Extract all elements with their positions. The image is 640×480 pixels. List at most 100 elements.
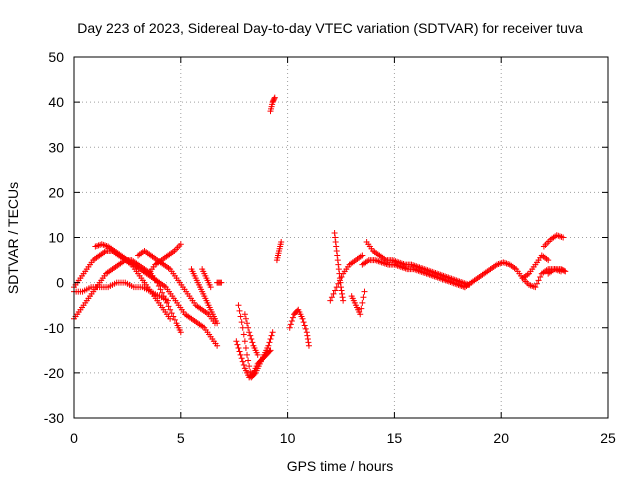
data-point xyxy=(267,336,274,343)
data-point xyxy=(338,287,345,294)
data-point xyxy=(286,324,293,331)
data-point xyxy=(265,342,272,349)
data-point xyxy=(246,363,253,370)
series-track-7 xyxy=(188,266,221,327)
series-track-20 xyxy=(359,257,468,291)
data-point xyxy=(336,277,343,284)
data-point xyxy=(239,324,246,331)
data-point xyxy=(207,284,214,291)
data-point xyxy=(235,302,242,309)
data-point xyxy=(238,319,245,326)
data-point xyxy=(236,307,243,314)
data-points xyxy=(71,94,569,381)
data-point xyxy=(333,284,340,291)
data-point xyxy=(244,320,251,327)
data-point xyxy=(287,321,294,328)
data-point xyxy=(299,315,306,322)
axis-ticks: 0 5 10 15 20 25 -30 -20 -10 0 10 20 30 40 50 xyxy=(44,49,616,446)
data-point xyxy=(214,320,221,327)
data-point xyxy=(304,332,311,339)
x-tick-label: 0 xyxy=(70,430,78,446)
data-point xyxy=(358,305,365,312)
data-point xyxy=(332,287,339,294)
data-point xyxy=(235,345,242,352)
x-tick-label: 5 xyxy=(177,430,185,446)
data-point xyxy=(334,257,341,264)
y-axis-label: SDTVAR / TECUs xyxy=(5,182,21,294)
data-point xyxy=(359,252,366,259)
data-point xyxy=(330,290,337,297)
data-point xyxy=(177,241,184,248)
data-point xyxy=(239,358,246,365)
data-point xyxy=(562,268,569,275)
data-point xyxy=(168,310,175,317)
series-track-11 xyxy=(233,338,274,381)
y-tick-label: 30 xyxy=(48,139,64,155)
series-track-15 xyxy=(286,306,312,349)
data-point xyxy=(305,339,312,346)
data-point xyxy=(234,341,241,348)
series-track-17 xyxy=(327,252,366,304)
y-tick-label: -10 xyxy=(44,320,64,336)
y-tick-label: -30 xyxy=(44,410,64,426)
data-point xyxy=(537,273,544,280)
data-point xyxy=(267,347,274,354)
series-track-24 xyxy=(545,266,569,277)
series-track-12 xyxy=(241,311,261,358)
data-point xyxy=(159,289,166,296)
data-point xyxy=(338,273,345,280)
data-point xyxy=(268,332,275,339)
data-point xyxy=(288,317,295,324)
chart-title: Day 223 of 2023, Sidereal Day-to-day VTE… xyxy=(77,20,583,36)
data-point xyxy=(177,329,184,336)
data-point xyxy=(167,306,174,313)
data-point xyxy=(233,338,240,345)
y-tick-label: 0 xyxy=(56,275,64,291)
data-point xyxy=(561,267,568,274)
y-tick-label: -20 xyxy=(44,365,64,381)
y-tick-label: 40 xyxy=(48,94,64,110)
y-tick-label: 20 xyxy=(48,184,64,200)
data-point xyxy=(305,342,312,349)
data-point xyxy=(245,324,252,331)
data-point xyxy=(237,313,244,320)
data-point xyxy=(300,319,307,326)
data-point xyxy=(334,252,341,259)
data-point xyxy=(237,351,244,358)
data-point xyxy=(269,329,276,336)
data-point xyxy=(244,351,251,358)
series-track-6 xyxy=(145,241,184,277)
data-point xyxy=(248,336,255,343)
y-tick-label: 50 xyxy=(48,49,64,65)
data-point xyxy=(335,261,342,268)
data-point xyxy=(157,286,164,293)
x-axis-label: GPS time / hours xyxy=(287,458,394,474)
x-tick-label: 20 xyxy=(493,430,509,446)
data-point xyxy=(303,329,310,336)
data-point xyxy=(335,266,342,273)
data-point xyxy=(249,371,256,378)
data-point xyxy=(271,95,278,102)
data-point xyxy=(236,348,243,355)
data-point xyxy=(289,314,296,321)
series-track-13 xyxy=(267,94,278,115)
series-track-23 xyxy=(540,232,567,250)
data-point xyxy=(333,248,340,255)
x-tick-label: 25 xyxy=(600,430,616,446)
x-tick-label: 10 xyxy=(280,430,296,446)
series-track-22 xyxy=(519,252,552,282)
data-point xyxy=(327,297,334,304)
data-point xyxy=(535,277,542,284)
data-point xyxy=(165,303,172,310)
data-point xyxy=(241,338,248,345)
data-point xyxy=(302,325,309,332)
data-point xyxy=(332,239,339,246)
y-tick-label: 10 xyxy=(48,230,64,246)
data-point xyxy=(266,339,273,346)
data-point xyxy=(242,315,249,322)
data-point xyxy=(335,280,342,287)
data-point xyxy=(560,234,567,241)
data-point xyxy=(361,288,368,295)
